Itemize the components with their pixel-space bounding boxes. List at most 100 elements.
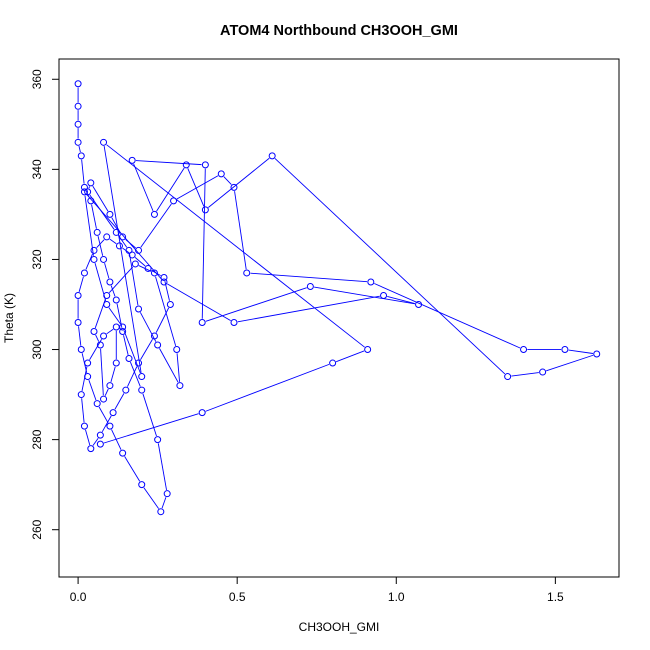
data-point [415, 300, 423, 308]
data-point [93, 400, 101, 408]
data-point [84, 359, 92, 367]
x-tick-label: 0.0 [70, 590, 87, 604]
data-point [160, 273, 168, 281]
data-point [135, 305, 143, 313]
data-point [80, 188, 88, 196]
data-point [561, 346, 569, 354]
data-point [77, 152, 85, 160]
data-point [100, 138, 108, 146]
data-point [157, 508, 165, 516]
series-line-segment [156, 167, 185, 212]
x-axis: 0.0 0.5 1.0 1.5 [70, 576, 564, 604]
data-point [87, 179, 95, 187]
series-line-segment [106, 144, 365, 348]
series-line-segment [129, 254, 139, 306]
data-point [173, 346, 181, 354]
series-line-segment [124, 456, 141, 482]
series-line-segment [546, 354, 594, 372]
data-point [125, 246, 133, 254]
series-line-segment [96, 239, 105, 248]
data-point [119, 449, 127, 457]
data-point [380, 291, 388, 299]
series-line-segment [100, 348, 104, 396]
data-point [96, 431, 104, 439]
data-point [217, 170, 225, 178]
series-line-segment [104, 388, 109, 396]
series-line-segment [127, 366, 138, 387]
series-line-segment [130, 361, 141, 387]
data-point [74, 138, 82, 146]
data-point [135, 359, 143, 367]
data-point [119, 233, 127, 241]
data-point [84, 373, 92, 381]
data-point [109, 409, 117, 417]
data-point [87, 445, 95, 453]
data-point [131, 260, 139, 268]
data-point [163, 490, 171, 498]
data-point [170, 197, 178, 205]
series-line-segment [97, 236, 104, 256]
data-point [198, 319, 206, 326]
series-line-segment [109, 238, 117, 245]
series-line-segment [142, 393, 157, 437]
data-point [74, 319, 82, 326]
series-line-segment [234, 191, 247, 270]
series-line-segment [78, 326, 82, 346]
data-point [112, 359, 120, 367]
series-line-segment [123, 335, 129, 355]
chart-title: ATOM4 Northbound CH3OOH_GMI [220, 23, 458, 39]
data-point [112, 323, 120, 331]
series-line-segment [511, 372, 539, 377]
data-point [138, 481, 146, 489]
data-point [103, 291, 111, 299]
data-point [504, 373, 512, 381]
series-line-segment [104, 262, 110, 279]
series-line-segment [201, 168, 206, 319]
data-point [125, 355, 133, 363]
series-line-segment [205, 363, 330, 412]
series-line-segment [336, 350, 365, 363]
data-point [306, 282, 314, 290]
data-point [112, 228, 120, 236]
series-line-segment [92, 185, 109, 212]
series-line-segment [108, 266, 134, 293]
series-line-segment [387, 295, 415, 304]
x-tick-label: 1.0 [388, 590, 405, 604]
data-point [74, 102, 82, 110]
series-line-segment [110, 366, 116, 383]
data-point [138, 373, 146, 381]
data-point [90, 255, 98, 263]
series-line-segment [88, 379, 97, 401]
series-line-segment [101, 415, 112, 433]
series-line-segment [223, 176, 232, 185]
data-point [182, 161, 190, 169]
series-line-segment [92, 437, 99, 446]
x-tick-label: 1.5 [547, 590, 564, 604]
series-line-segment [103, 413, 199, 444]
series-line-segment [89, 339, 103, 360]
data-point [154, 341, 162, 349]
data-point [160, 278, 168, 286]
series-line-segment [85, 429, 91, 446]
data-point [106, 210, 114, 218]
series-line-segment [135, 160, 202, 166]
series-line-segment [110, 285, 116, 297]
series-line-segment [140, 339, 153, 360]
data-point [119, 323, 127, 331]
series-line-segment [140, 203, 172, 248]
series-line-segment [374, 283, 521, 349]
series-line-segment [81, 398, 85, 423]
plot-area [74, 80, 601, 516]
series-line-segment [88, 186, 90, 189]
data-point [115, 242, 123, 250]
data-point [144, 264, 152, 272]
data-point [100, 255, 108, 263]
series-line-segment [250, 272, 368, 283]
data-point [268, 152, 276, 160]
data-point [166, 300, 174, 308]
series-line-segment [176, 353, 181, 382]
series-line-segment [91, 204, 97, 229]
data-point [243, 269, 251, 277]
series-line-segment [84, 195, 94, 256]
